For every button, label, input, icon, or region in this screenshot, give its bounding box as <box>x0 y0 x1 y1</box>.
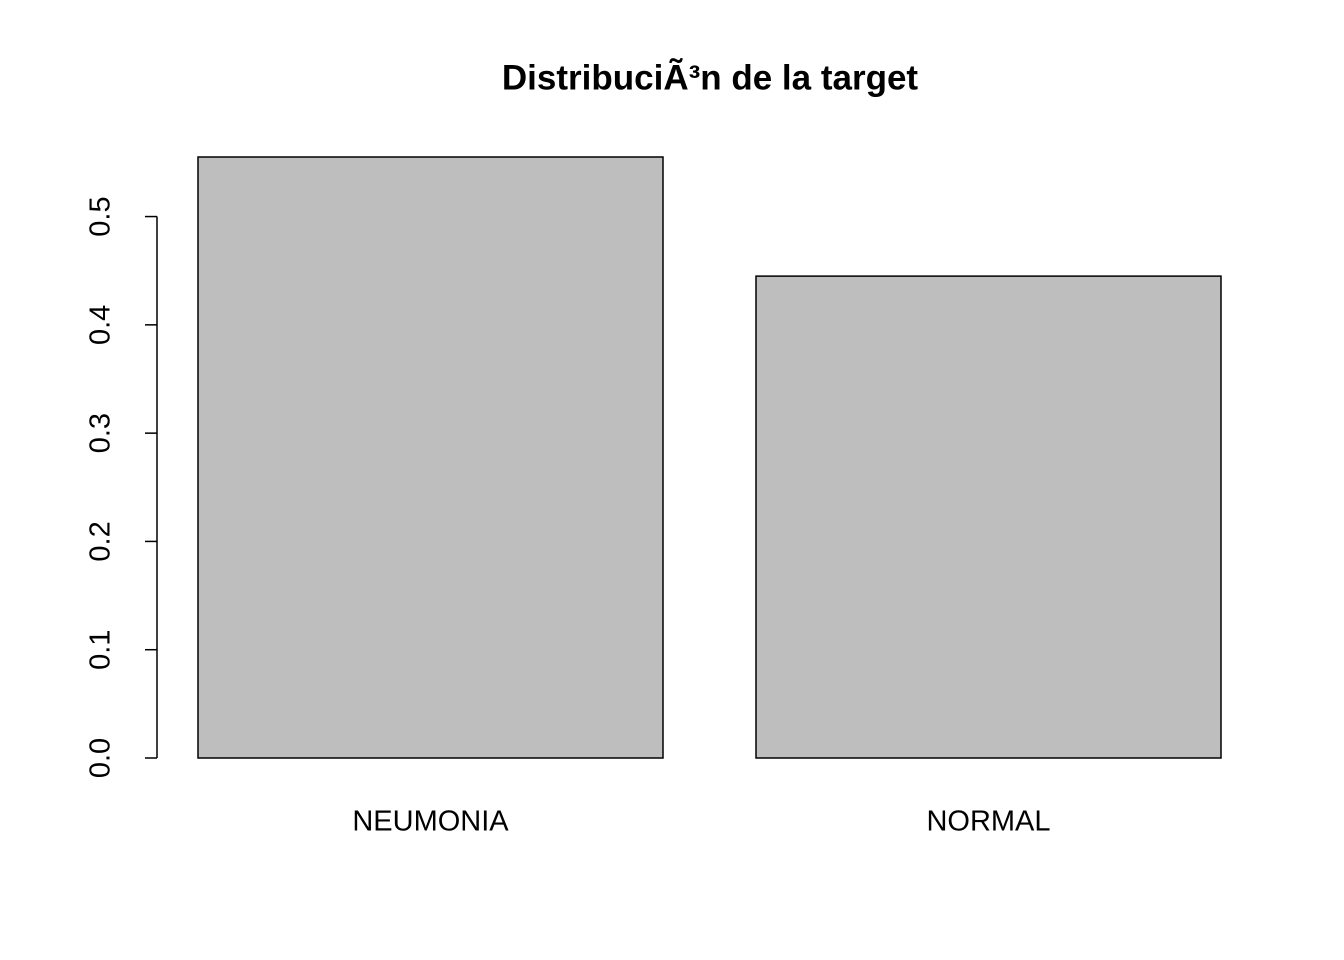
x-tick-label: NORMAL <box>926 806 1050 838</box>
y-tick-label: 0.1 <box>85 630 117 670</box>
y-tick-label: 0.3 <box>85 413 117 453</box>
chart-title: DistribuciÃ³n de la target <box>502 58 919 97</box>
bar <box>755 275 1222 759</box>
x-tick-label: NEUMONIA <box>352 806 509 838</box>
y-tick-label: 0.2 <box>85 521 117 561</box>
y-tick-label: 0.4 <box>85 305 117 345</box>
y-tick-label: 0.0 <box>85 738 117 778</box>
bar <box>197 156 664 759</box>
y-tick-label: 0.5 <box>85 196 117 236</box>
